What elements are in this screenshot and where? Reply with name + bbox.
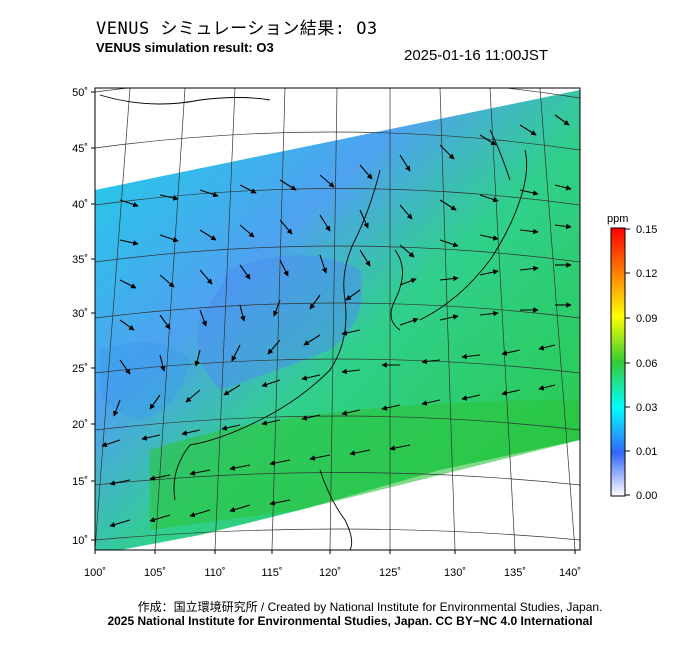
colorbar-tick: 0.00	[636, 490, 657, 502]
lat-label: 20˚	[72, 419, 88, 431]
lon-label: 120˚	[319, 567, 341, 579]
lat-label: 25˚	[72, 363, 88, 375]
lon-label: 115˚	[261, 567, 282, 579]
title-en: VENUS simulation result: O3	[96, 40, 274, 55]
credit-line: 作成：国立環境研究所 / Created by National Institu…	[137, 600, 603, 614]
o3-mid-region	[150, 400, 580, 530]
colorbar-tick: 0.12	[636, 268, 657, 280]
lon-label: 125˚	[379, 567, 401, 579]
wind-vectors	[101, 114, 572, 528]
lat-label: 10˚	[72, 535, 88, 547]
lon-label: 100˚	[84, 567, 106, 579]
lon-label: 130˚	[444, 567, 466, 579]
colorbar-tick: 0.09	[636, 313, 657, 325]
timestamp: 2025-01-16 11:00JST	[404, 47, 548, 64]
lat-label: 15˚	[72, 476, 88, 488]
colorbar-unit: ppm	[607, 213, 628, 225]
lon-label: 105˚	[144, 567, 166, 579]
colorbar-tick: 0.03	[636, 402, 657, 414]
graticule	[95, 88, 580, 550]
lon-label: 110˚	[204, 567, 225, 579]
lat-label: 45˚	[72, 143, 88, 155]
title-jp: VENUS シミュレーション結果: O3	[96, 19, 378, 39]
lat-labels: 50˚ 45˚ 40˚ 35˚ 30˚ 25˚ 20˚ 15˚ 10˚	[72, 87, 88, 547]
map-frame	[94, 87, 581, 551]
colorbar-tick: 0.06	[636, 358, 657, 370]
colorbar: ppm 0.15 0.12 0.09 0.06 0.03 0.01 0.00	[607, 213, 657, 502]
o3-low-region	[197, 255, 362, 390]
lon-labels: 100˚ 105˚ 110˚ 115˚ 120˚ 125˚ 130˚ 135˚ …	[84, 567, 581, 579]
lon-label: 140˚	[559, 567, 581, 579]
axis-ticks	[91, 91, 576, 554]
coastlines	[99, 94, 528, 550]
lat-label: 50˚	[72, 87, 88, 99]
lon-label: 135˚	[504, 567, 526, 579]
lat-label: 35˚	[72, 254, 88, 266]
colorbar-tick: 0.01	[636, 446, 657, 458]
lat-label: 30˚	[72, 308, 88, 320]
lat-label: 40˚	[72, 199, 88, 211]
colorbar-scale	[610, 227, 626, 497]
copyright-line: 2025 National Institute for Environmenta…	[107, 614, 593, 628]
colorbar-tick: 0.15	[636, 224, 657, 236]
